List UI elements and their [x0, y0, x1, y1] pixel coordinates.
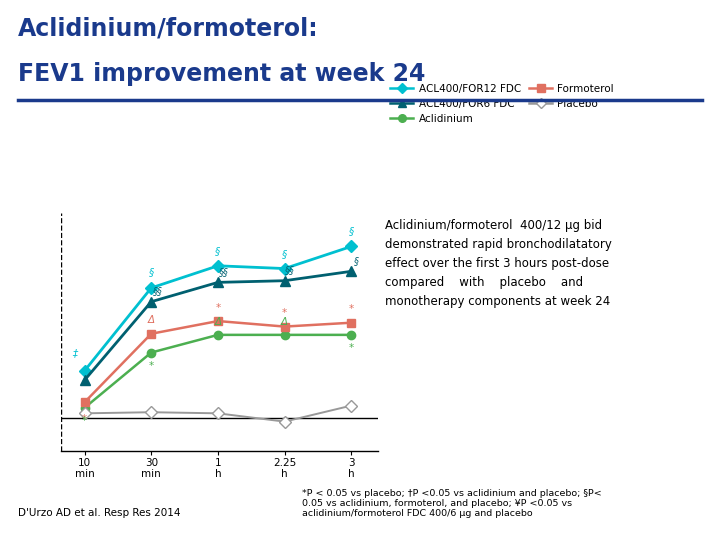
- Text: D'Urzo AD et al. Resp Res 2014: D'Urzo AD et al. Resp Res 2014: [18, 508, 181, 518]
- Text: *: *: [148, 361, 154, 371]
- Text: *: *: [282, 308, 287, 318]
- Text: ‡: ‡: [72, 349, 77, 359]
- Text: *P < 0.05 vs placebo; †P <0.05 vs aclidinium and placebo; §P<
0.05 vs aclidinium: *P < 0.05 vs placebo; †P <0.05 vs aclidi…: [302, 489, 602, 518]
- Text: FEV1 improvement at week 24: FEV1 improvement at week 24: [18, 62, 426, 86]
- Text: *: *: [215, 303, 220, 313]
- Text: §§: §§: [218, 267, 228, 277]
- Text: §: §: [215, 246, 220, 256]
- Text: §: §: [348, 226, 354, 237]
- Text: *: *: [348, 343, 354, 353]
- Text: §: §: [282, 248, 287, 259]
- Text: *: *: [82, 414, 87, 424]
- Text: §: §: [354, 256, 359, 266]
- Text: §§: §§: [153, 286, 163, 296]
- Text: §: §: [148, 267, 154, 277]
- Text: §§: §§: [285, 265, 294, 275]
- Text: *: *: [82, 416, 87, 426]
- Text: *: *: [348, 305, 354, 314]
- Text: Aclidinium/formoterol  400/12 µg bid
demonstrated rapid bronchodilatatory
effect: Aclidinium/formoterol 400/12 µg bid demo…: [385, 219, 612, 308]
- Text: Aclidinium/formoterol:: Aclidinium/formoterol:: [18, 16, 319, 40]
- Text: Δ: Δ: [148, 315, 155, 325]
- Legend: ACL400/FOR12 FDC, ACL400/FOR6 FDC, Aclidinium, Formoterol, Placebo: ACL400/FOR12 FDC, ACL400/FOR6 FDC, Aclid…: [390, 84, 614, 124]
- Text: Δ: Δ: [281, 317, 288, 327]
- Text: Δ: Δ: [215, 317, 222, 327]
